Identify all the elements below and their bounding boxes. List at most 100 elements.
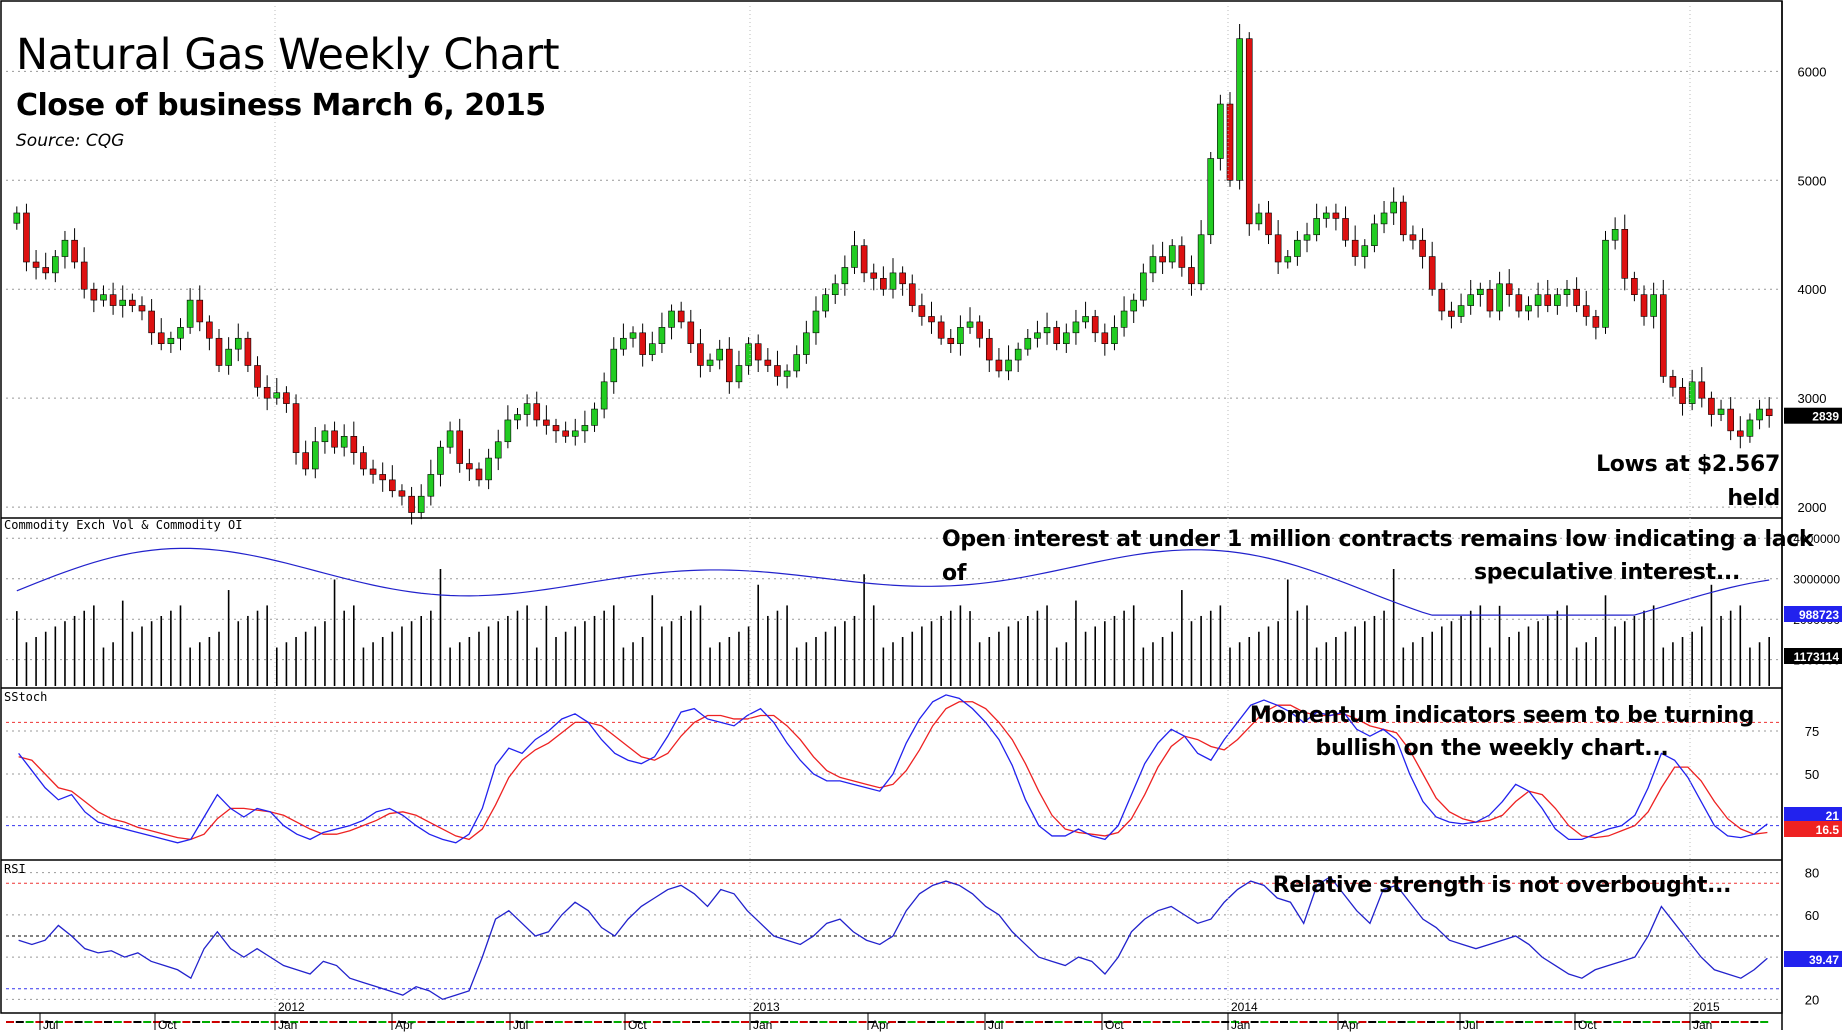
candle-body xyxy=(1544,294,1552,306)
candle-body xyxy=(918,305,926,317)
candle-body xyxy=(1621,229,1629,279)
stoch-k-value: 21 xyxy=(1826,809,1840,823)
candle-body xyxy=(610,348,618,383)
candle-body xyxy=(947,337,955,345)
candle-body xyxy=(446,430,454,448)
candle-body xyxy=(976,321,983,339)
candle-body xyxy=(1448,310,1455,317)
momentum-annotation-line2: bullish on the weekly chart... xyxy=(1315,736,1669,761)
candle-body xyxy=(32,261,40,268)
candle-body xyxy=(273,392,281,399)
month-label: Jul xyxy=(513,1018,528,1032)
candle-body xyxy=(1313,218,1320,236)
candle-body xyxy=(90,288,98,301)
price-tick-label: 5000 xyxy=(1798,173,1827,188)
last-price-label-bg xyxy=(1784,407,1842,424)
candle-body xyxy=(581,425,589,432)
candle-body xyxy=(80,261,88,290)
rsi-annotation: Relative strength is not overbought... xyxy=(1272,873,1732,898)
open-interest-value: 988723 xyxy=(1799,608,1839,622)
candle-body xyxy=(157,332,165,345)
candle-body xyxy=(61,239,69,257)
candle-body xyxy=(1178,245,1186,268)
candle-body xyxy=(13,212,21,224)
volume-tick-label: 3000000 xyxy=(1793,573,1840,587)
candle-body xyxy=(1149,256,1157,274)
candle-body xyxy=(1207,158,1215,236)
candle-body xyxy=(1419,239,1426,257)
month-label: Oct xyxy=(1578,1018,1597,1032)
candle-body xyxy=(1554,294,1561,306)
candle-body xyxy=(1274,234,1282,263)
candle-body xyxy=(148,310,155,334)
candle-body xyxy=(706,359,714,366)
candle-body xyxy=(1294,239,1301,257)
candle-body xyxy=(822,294,829,312)
momentum-annotation-line1: Momentum indicators seem to be turning xyxy=(1249,703,1755,728)
candle-body xyxy=(504,419,512,443)
candle-body xyxy=(668,310,675,328)
candle-body xyxy=(1659,294,1667,377)
candle-body xyxy=(234,337,242,350)
candle-body xyxy=(1351,239,1359,257)
month-label: Oct xyxy=(628,1018,647,1032)
candle-body xyxy=(1428,256,1436,290)
candle-body xyxy=(1188,267,1195,285)
candle-body xyxy=(995,359,1003,372)
candle-body xyxy=(571,430,579,437)
candle-body xyxy=(389,479,396,492)
candle-body xyxy=(889,272,897,290)
candle-body xyxy=(870,272,878,279)
stoch-tick-label: 75 xyxy=(1805,724,1819,739)
candle-body xyxy=(687,321,695,345)
candle-body xyxy=(1380,212,1388,225)
candle-body xyxy=(697,343,704,366)
month-label: Apr xyxy=(395,1018,414,1032)
candle-body xyxy=(1679,386,1686,404)
candle-body xyxy=(1120,310,1128,328)
title-block: Natural Gas Weekly Chart Close of busine… xyxy=(16,30,560,151)
rsi-panel-label: RSI xyxy=(4,862,26,876)
chart-subtitle: Close of business March 6, 2015 xyxy=(16,88,546,123)
candle-body xyxy=(745,343,752,366)
candle-body xyxy=(1101,332,1109,345)
candle-body xyxy=(1322,212,1330,219)
candle-body xyxy=(1159,256,1166,263)
stochastic-panel: 2550752116.5 xyxy=(6,694,1842,844)
candle-body xyxy=(957,327,964,345)
candle-body xyxy=(1063,332,1070,345)
candle-body xyxy=(620,337,627,350)
candle-body xyxy=(793,354,801,372)
candle-body xyxy=(331,430,338,448)
last-price-label: 2839 xyxy=(1812,410,1839,424)
plot-border xyxy=(0,0,1783,1014)
candle-body xyxy=(716,348,723,361)
month-label: Jul xyxy=(1463,1018,1478,1032)
candle-body xyxy=(1265,212,1272,236)
candle-body xyxy=(1082,316,1089,323)
candle-body xyxy=(1534,294,1542,306)
candle-body xyxy=(1717,408,1725,415)
chart-title: Natural Gas Weekly Chart xyxy=(16,30,560,80)
candle-body xyxy=(812,310,820,334)
candle-body xyxy=(1091,316,1099,334)
candle-body xyxy=(1168,245,1176,263)
chart-frame xyxy=(0,0,1783,1030)
candle-body xyxy=(427,474,435,497)
candle-body xyxy=(1245,38,1253,225)
candle-body xyxy=(908,283,916,306)
candle-body xyxy=(311,441,319,470)
month-label: Jan xyxy=(278,1018,297,1032)
candle-body xyxy=(966,321,974,328)
candle-body xyxy=(466,463,473,470)
candle-body xyxy=(1708,397,1715,415)
price-tick-label: 3000 xyxy=(1798,391,1827,406)
candle-body xyxy=(523,403,531,415)
x-axis: Jul Oct Jan Apr Jul Oct Jan Apr Jul Oct Jan Apr Jul O… xyxy=(6,6,1769,1032)
candle-body xyxy=(263,386,271,399)
candle-body xyxy=(1400,201,1407,236)
stoch-k-line xyxy=(18,694,1768,844)
candle-body xyxy=(639,332,646,355)
candle-body xyxy=(1669,376,1677,388)
candle-body xyxy=(1457,305,1465,317)
